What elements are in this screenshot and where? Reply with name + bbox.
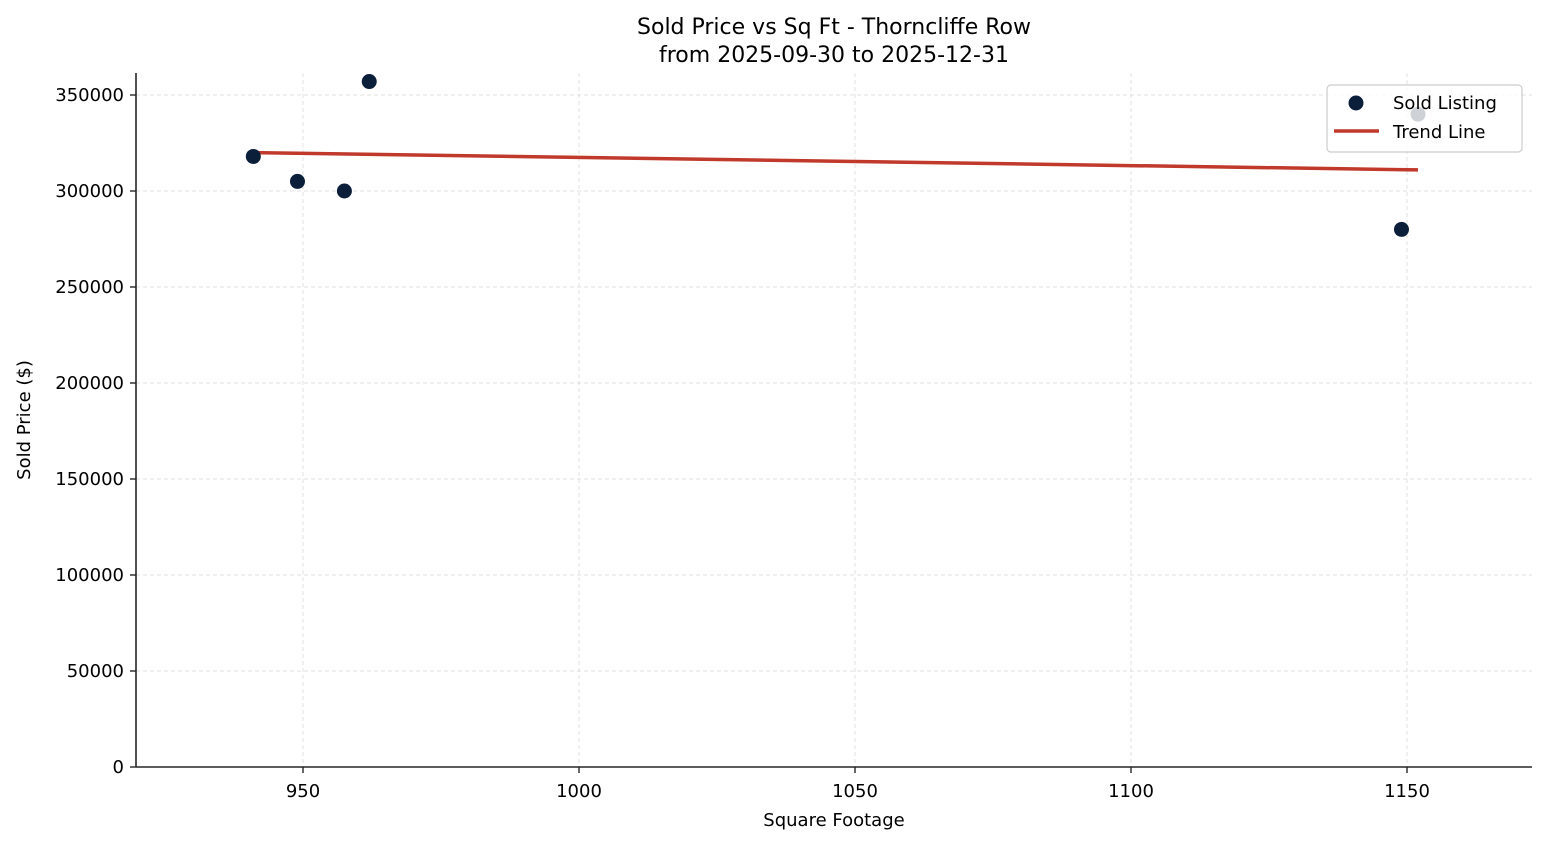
y-tick-label: 150000 — [55, 469, 124, 490]
data-point — [245, 148, 261, 164]
axes — [135, 73, 1532, 768]
x-tick-label: 1150 — [1384, 781, 1430, 802]
legend-scatter-label: Sold Listing — [1393, 93, 1497, 114]
data-point — [361, 74, 377, 90]
legend-line-label: Trend Line — [1392, 122, 1486, 143]
x-axis-ticks: 950 1000 1050 1100 1150 — [286, 767, 1430, 802]
chart-subtitle: from 2025-09-30 to 2025-12-31 — [659, 43, 1009, 68]
trend-line-path — [253, 150, 1419, 172]
y-tick-label: 350000 — [55, 85, 124, 106]
y-tick-label: 50000 — [67, 661, 124, 682]
trend-line — [253, 150, 1419, 172]
x-axis-label: Square Footage — [763, 810, 904, 831]
x-tick-label: 1000 — [556, 781, 602, 802]
y-tick-label: 300000 — [55, 181, 124, 202]
y-tick-label: 0 — [113, 757, 124, 778]
y-tick-label: 200000 — [55, 373, 124, 394]
y-tick-label: 100000 — [55, 565, 124, 586]
grid-lines — [136, 73, 1532, 767]
x-tick-label: 1050 — [832, 781, 878, 802]
data-point — [336, 183, 352, 199]
y-axis-label: Sold Price ($) — [14, 360, 35, 480]
chart-title: Sold Price vs Sq Ft - Thorncliffe Row — [637, 15, 1031, 40]
legend: Sold Listing Trend Line — [1326, 84, 1523, 153]
x-tick-label: 950 — [286, 781, 320, 802]
legend-scatter-marker-icon — [1348, 95, 1364, 111]
y-axis-ticks: 0 50000 100000 150000 200000 250000 300000 3500… — [55, 85, 136, 778]
data-point — [1393, 221, 1409, 237]
legend-box — [1326, 84, 1523, 153]
data-point — [289, 173, 305, 189]
x-tick-label: 1100 — [1108, 781, 1154, 802]
y-tick-label: 250000 — [55, 277, 124, 298]
